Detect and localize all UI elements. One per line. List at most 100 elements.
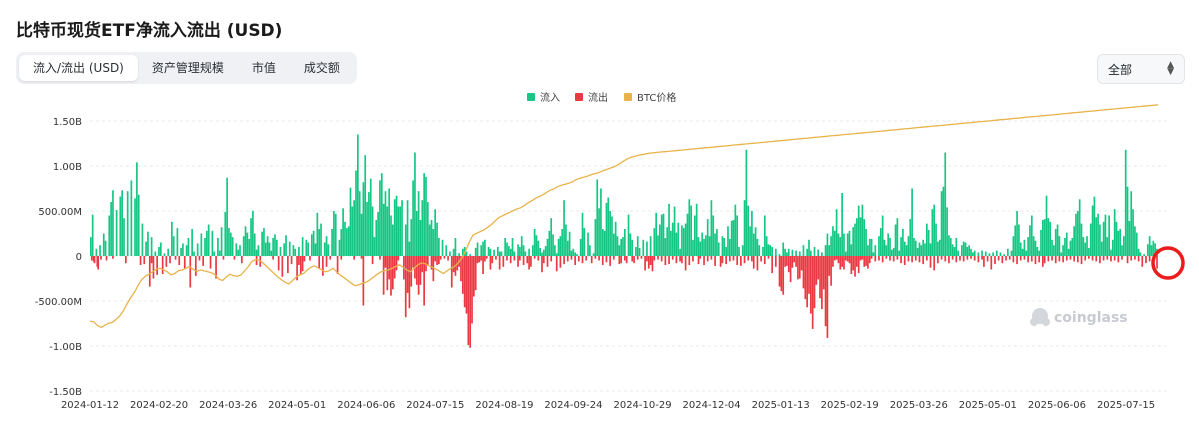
inflow-bar: [163, 253, 166, 256]
inflow-bar: [338, 239, 341, 256]
outflow-bar: [1117, 256, 1120, 263]
inflow-bar: [622, 237, 624, 256]
tab-aum[interactable]: 资产管理规模: [151, 61, 224, 75]
outflow-bar: [469, 256, 472, 348]
inflow-bar: [425, 176, 427, 256]
outflow-bar: [404, 256, 407, 318]
outflow-bar: [970, 256, 972, 259]
price-series: [89, 104, 1159, 329]
inflow-bar: [320, 223, 322, 256]
outflow-bar: [1027, 256, 1029, 263]
outflow-bar: [559, 256, 562, 268]
outflow-bar: [791, 256, 794, 268]
legend-label: 流入: [540, 91, 560, 104]
inflow-bar: [461, 248, 464, 256]
inflow-bar: [220, 227, 223, 256]
inflow-bar: [415, 211, 418, 256]
inflow-bar: [605, 202, 608, 256]
outflow-bar: [1110, 256, 1112, 262]
inflow-bar: [226, 177, 228, 256]
outflow-bar: [322, 256, 324, 276]
outflow-bar: [863, 256, 866, 267]
tab-market-cap[interactable]: 市值: [251, 61, 276, 75]
outflow-bar: [911, 256, 913, 263]
range-select[interactable]: 全部 ▲ ▼: [1097, 54, 1185, 84]
inflow-bar: [1027, 237, 1029, 256]
inflow-bar: [972, 252, 974, 256]
outflow-bar: [854, 256, 856, 277]
outflow-bar: [474, 256, 477, 291]
inflow-bar: [922, 239, 925, 256]
inflow-bar: [1069, 240, 1072, 256]
outflow-bar: [824, 256, 827, 327]
outflow-bar: [298, 256, 300, 265]
legend-swatch: [527, 93, 535, 101]
outflow-bar: [714, 256, 716, 266]
outflow-bar: [391, 256, 394, 290]
outflow-bar: [774, 256, 777, 267]
inflow-bar: [176, 228, 179, 256]
outflow-bar: [856, 256, 858, 267]
inflow-bar: [868, 238, 871, 256]
inflow-bar: [150, 237, 153, 256]
inflow-bar: [900, 237, 902, 256]
tab-flow[interactable]: 流入/流出 (USD): [19, 55, 138, 81]
inflow-bar: [867, 245, 869, 256]
outflow-bar: [848, 256, 851, 264]
outflow-bar: [955, 256, 958, 263]
outflow-bar: [778, 256, 781, 287]
outflow-bar: [1023, 256, 1026, 260]
outflow-bar: [318, 256, 321, 269]
inflow-bar: [1113, 209, 1116, 256]
outflow-bar: [421, 256, 424, 273]
outflow-bar: [371, 256, 374, 265]
inflow-bar: [285, 235, 287, 256]
inflow-bar: [830, 236, 832, 256]
inflow-bar: [1023, 239, 1026, 256]
inflow-bar: [924, 243, 926, 256]
inflow-bar: [600, 188, 602, 256]
tab-volume[interactable]: 成交额: [303, 61, 340, 75]
outflow-bar: [819, 256, 821, 299]
outflow-bar: [517, 256, 519, 267]
inflow-bar: [559, 236, 562, 256]
outflow-bar: [240, 256, 243, 264]
outflow-bar: [983, 256, 985, 267]
inflow-bar: [695, 203, 698, 256]
inflow-bar: [253, 233, 256, 256]
outflow-bar: [397, 256, 400, 261]
inflow-bar: [266, 236, 269, 256]
inflow-bar: [1038, 250, 1041, 256]
inflow-bar: [213, 251, 216, 256]
inflow-bar: [784, 248, 786, 256]
inflow-bar: [498, 251, 501, 256]
inflow-bar: [1040, 229, 1042, 256]
outflow-bar: [948, 256, 950, 264]
inflow-bar: [318, 229, 321, 256]
outflow-bar: [703, 256, 705, 265]
inflow-bar: [292, 245, 295, 256]
outflow-bar: [795, 256, 797, 267]
y-axis: 1.50B 1.00B 500.00M 0 -500.00M -1.00B -1.50B: [35, 117, 82, 398]
inflow-bar: [1029, 225, 1031, 256]
inflow-bar: [90, 237, 92, 256]
x-tick-label: 2025-05-01: [959, 400, 1017, 411]
inflow-bar: [627, 214, 630, 256]
outflow-bar: [732, 256, 735, 261]
inflow-bar: [388, 188, 391, 256]
inflow-bar: [813, 247, 816, 256]
outflow-bar: [832, 256, 834, 267]
x-axis: 2024-01-12 2024-02-20 2024-03-26 2024-05-01…: [61, 400, 1155, 411]
inflow-bar: [721, 236, 724, 256]
outflow-bar: [719, 256, 722, 267]
inflow-bar: [1095, 217, 1098, 256]
inflow-bar: [1100, 241, 1103, 256]
outflow-bar: [1047, 256, 1050, 262]
inflow-bar: [872, 252, 875, 256]
inflow-bar: [681, 225, 683, 256]
inflow-bar: [1086, 236, 1088, 256]
inflow-bar: [474, 247, 477, 256]
outflow-bar: [478, 256, 481, 263]
inflow-bar: [629, 233, 632, 256]
outflow-bar: [1073, 256, 1075, 262]
